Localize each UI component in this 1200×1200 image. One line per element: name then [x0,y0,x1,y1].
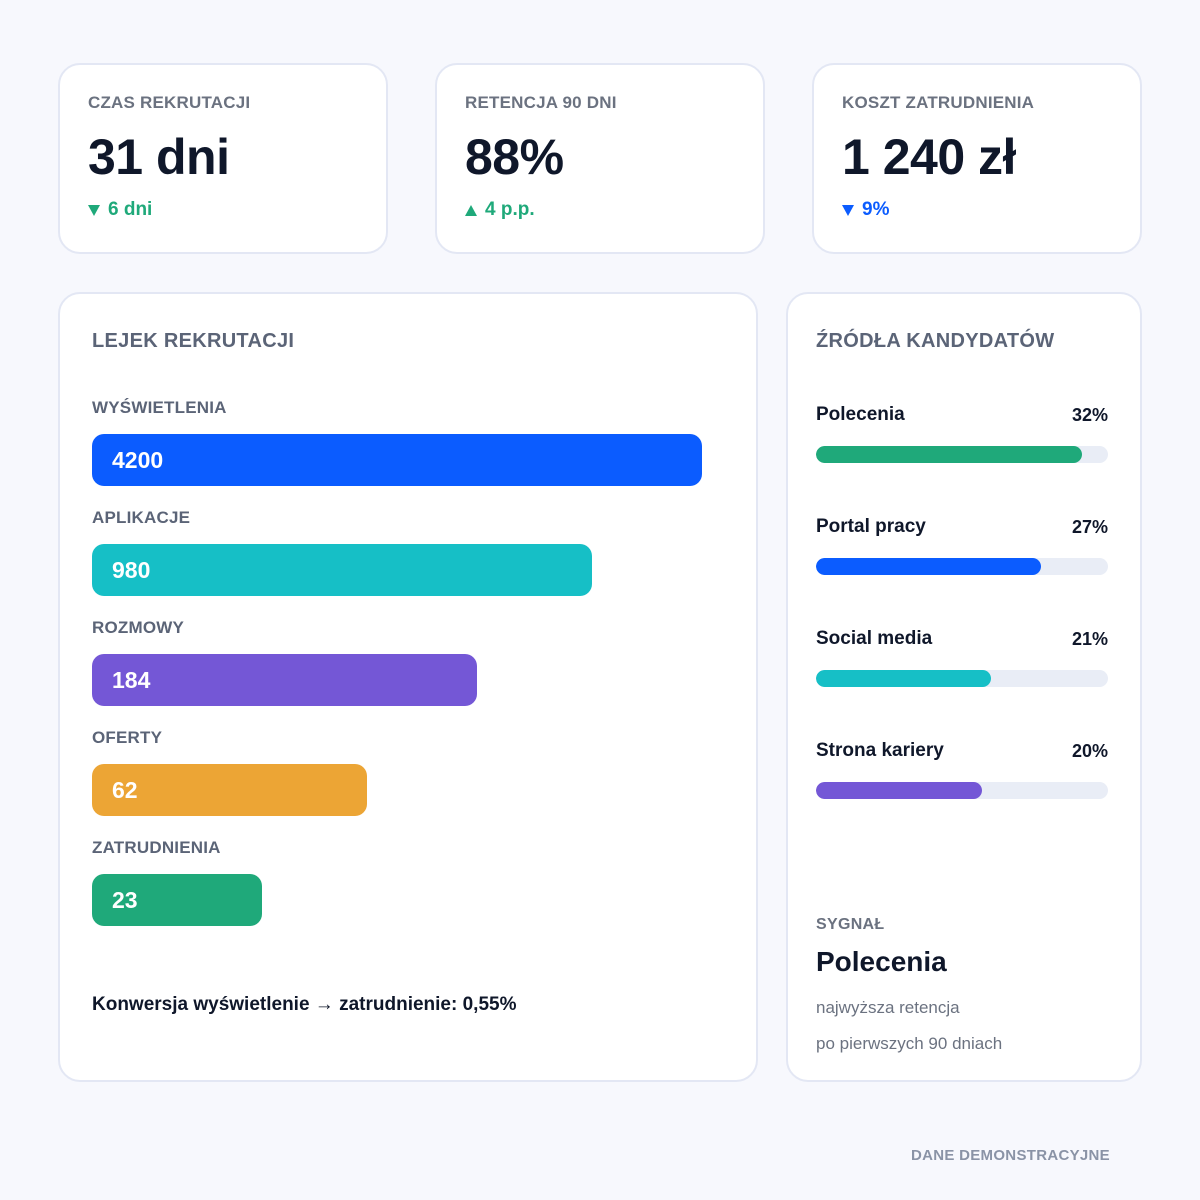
source-progress-track [816,670,1108,687]
source-name: Polecenia [816,404,905,425]
source-progress-track [816,782,1108,799]
funnel-stage-label: WYŚWIETLENIA [92,398,227,417]
funnel-stage-value: 980 [112,556,151,583]
kpi-value: 88% [465,129,564,185]
kpi-card-hiring-cost: KOSZT ZATRUDNIENIA 1 240 zł 9% [812,63,1142,254]
signal-label: SYGNAŁ [816,916,885,933]
kpi-card-recruitment-time: CZAS REKRUTACJI 31 dni 6 dni [58,63,388,254]
source-name: Social media [816,628,933,649]
kpi-delta: 6 dni [88,199,386,221]
funnel-stage-bar: 184 [92,654,477,706]
funnel-stage-bar: 23 [92,874,262,926]
arrow-up-icon [465,204,477,216]
funnel-stage-bar: 62 [92,764,367,816]
source-percent: 20% [1071,741,1108,761]
funnel-stage-bar: 4200 [92,434,702,486]
arrow-down-icon [88,204,100,216]
kpi-card-retention: RETENCJA 90 DNI 88% 4 p.p. [435,63,765,254]
signal-note-line1: najwyższa retencja [816,998,960,1017]
kpi-value: 31 dni [88,129,230,185]
source-progress-fill [816,558,1041,575]
funnel-stage-label: APLIKACJE [92,508,191,527]
source-progress-track [816,446,1108,463]
source-percent: 27% [1071,517,1108,537]
recruitment-funnel-card: LEJEK REKRUTACJI WYŚWIETLENIA 4200 APLIK… [58,292,758,1082]
funnel-stage-value: 23 [112,886,138,913]
funnel-stage-value: 184 [112,666,151,693]
source-progress-track [816,558,1108,575]
demo-data-note: DANE DEMONSTRACYJNE [910,1147,1110,1164]
candidate-sources-card: ŹRÓDŁA KANDYDATÓW Polecenia 32% Portal p… [786,292,1142,1082]
signal-value: Polecenia [816,946,947,977]
kpi-delta: 4 p.p. [465,199,763,221]
arrow-down-icon [842,204,854,216]
funnel-stage-bar: 980 [92,544,592,596]
source-progress-fill [816,446,1082,463]
kpi-delta-value: 6 dni [108,199,153,220]
signal-note-line2: po pierwszych 90 dniach [816,1034,1003,1053]
kpi-value: 1 240 zł [842,129,1016,185]
funnel-stage-label: OFERTY [92,728,163,747]
kpi-label: CZAS REKRUTACJI [88,93,251,112]
source-name: Strona kariery [816,740,944,761]
source-name: Portal pracy [816,516,926,537]
funnel-conversion-rate: Konwersja wyświetlenie → zatrudnienie: 0… [92,994,517,1015]
funnel-stage-label: ROZMOWY [92,618,185,637]
kpi-delta: 9% [842,199,1140,221]
funnel-title: LEJEK REKRUTACJI [92,330,295,352]
funnel-stage-value: 62 [112,776,138,803]
kpi-delta-value: 4 p.p. [485,199,535,220]
source-percent: 32% [1071,405,1108,425]
funnel-stage-label: ZATRUDNIENIA [92,838,221,857]
sources-title: ŹRÓDŁA KANDYDATÓW [816,330,1055,352]
source-percent: 21% [1071,629,1108,649]
kpi-delta-value: 9% [862,199,890,220]
kpi-label: RETENCJA 90 DNI [465,93,617,112]
kpi-label: KOSZT ZATRUDNIENIA [842,93,1035,112]
funnel-stage-value: 4200 [112,446,164,473]
source-progress-fill [816,670,992,687]
source-progress-fill [816,782,983,799]
